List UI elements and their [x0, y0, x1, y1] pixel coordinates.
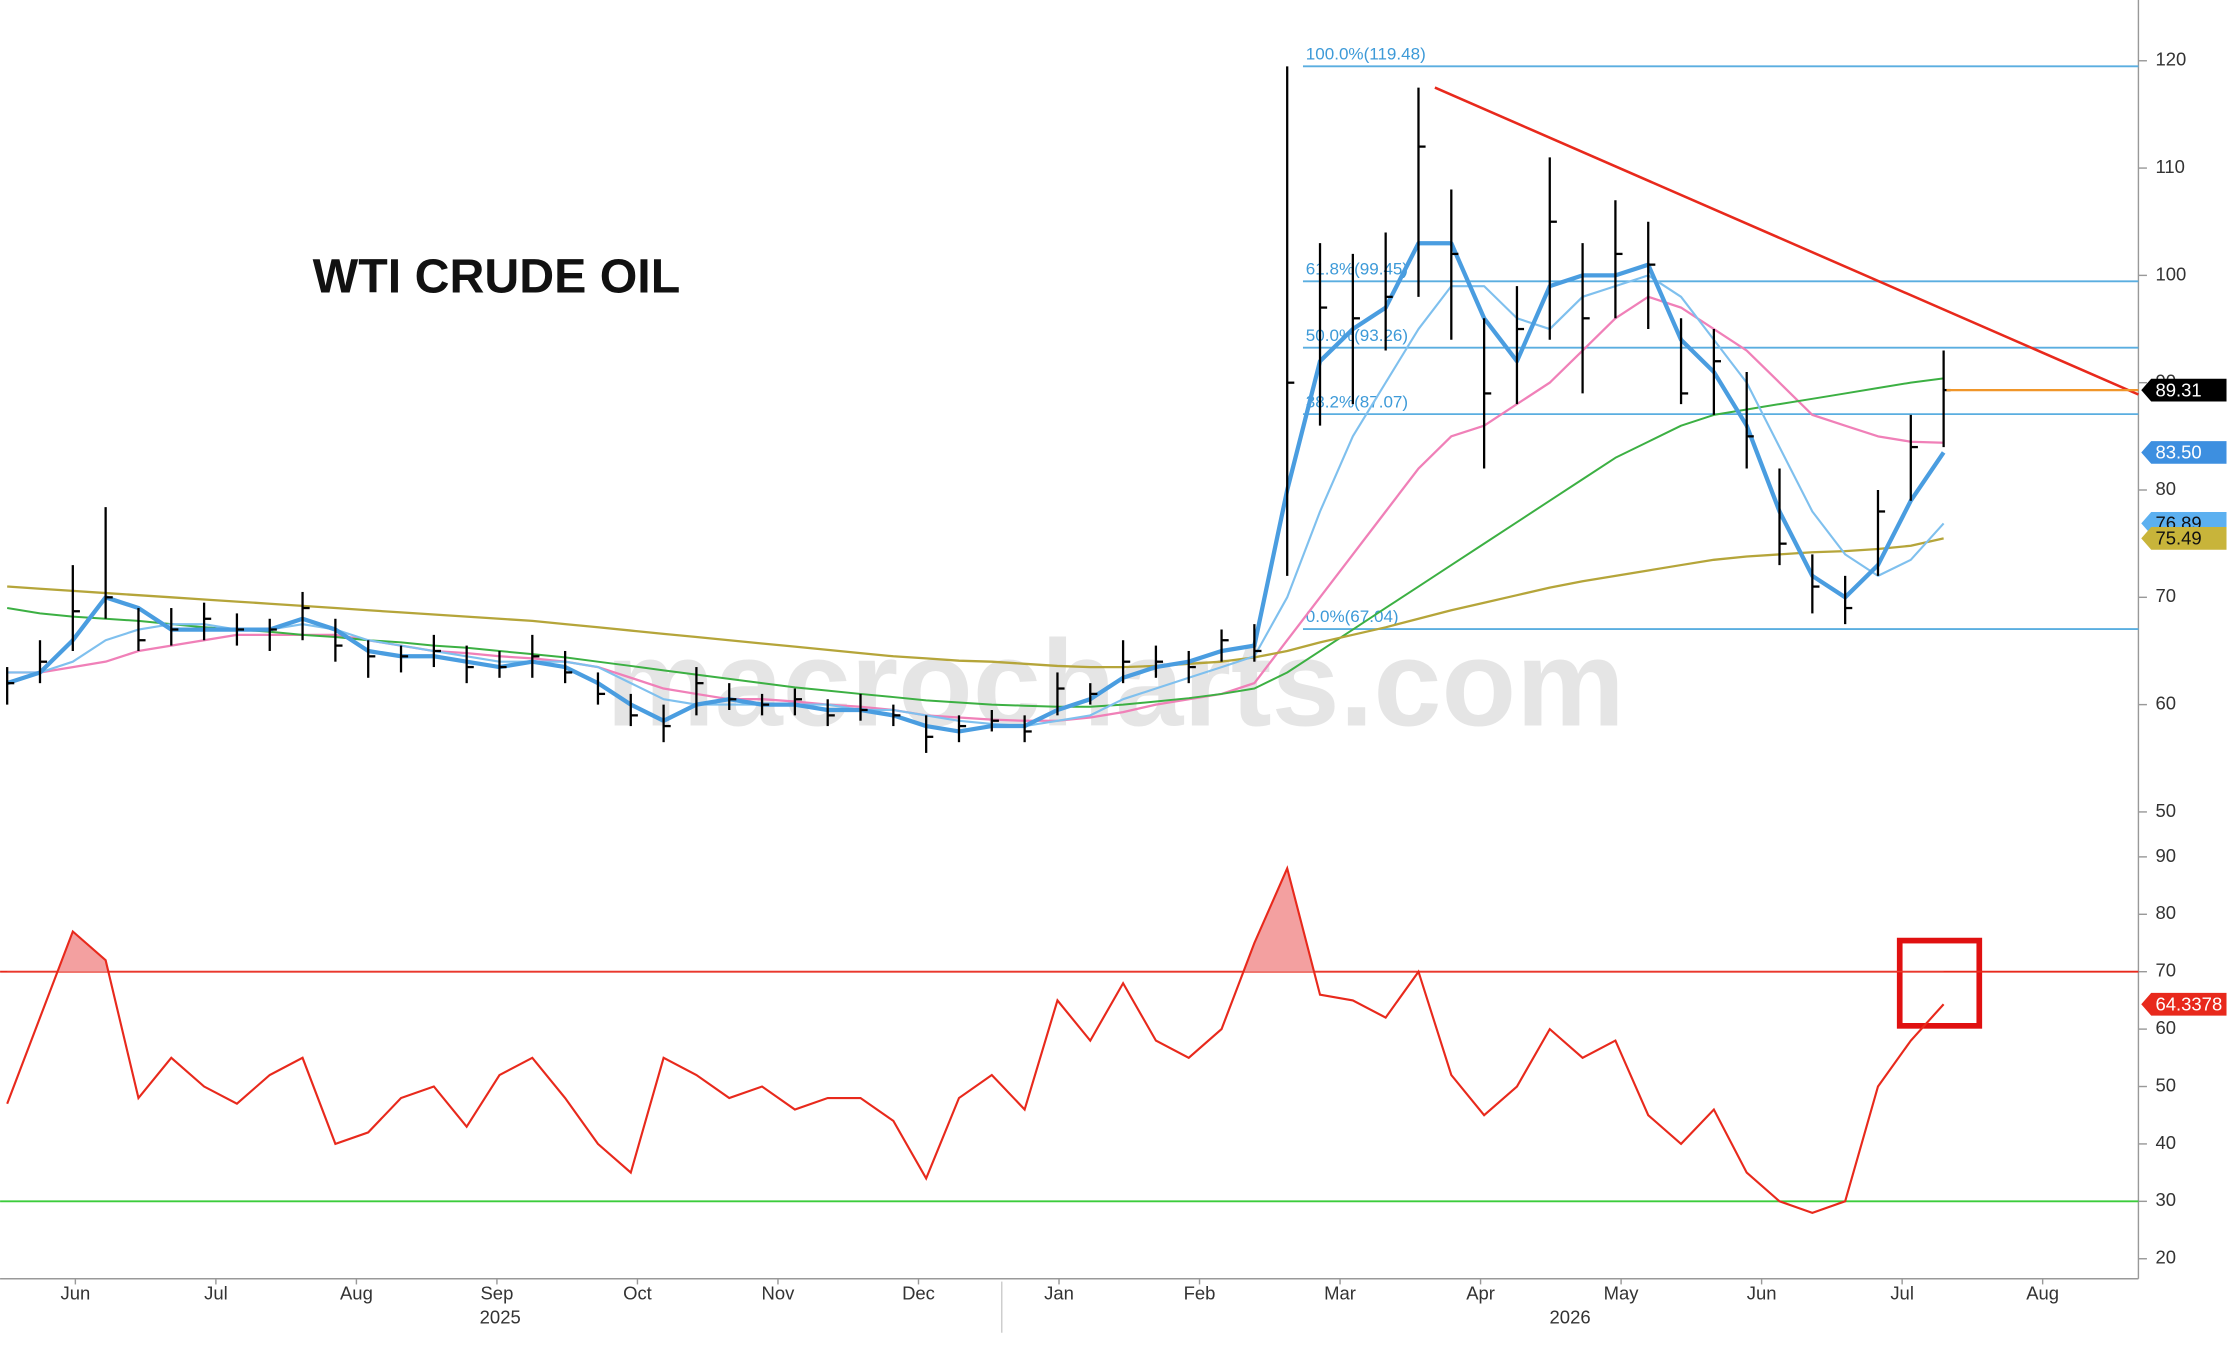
fib-label: 38.2%(87.07) [1306, 392, 1408, 411]
x-tick-label: Dec [902, 1282, 935, 1303]
x-tick-label: Apr [1466, 1282, 1495, 1303]
year-label: 2025 [480, 1306, 521, 1327]
x-tick-label: Oct [623, 1282, 652, 1303]
value-tag-label: 64.3378 [2155, 993, 2222, 1014]
fib-label: 100.0%(119.48) [1306, 44, 1426, 63]
x-tick-label: Jun [60, 1282, 90, 1303]
fib-label: 61.8%(99.45) [1306, 259, 1408, 278]
x-tick-label: Jun [1747, 1282, 1777, 1303]
moving-average [6, 241, 1946, 734]
moving-average [7, 377, 1944, 708]
x-tick-label: Aug [340, 1282, 373, 1303]
x-tick-label: Jan [1044, 1282, 1074, 1303]
value-tag-label: 75.49 [2155, 528, 2201, 549]
value-tag-label: 83.50 [2155, 442, 2201, 463]
y-tick-label: 70 [2155, 960, 2176, 981]
x-tick-label: Sep [480, 1282, 513, 1303]
value-tag [2141, 992, 2227, 1016]
y-tick-label: 40 [2155, 1132, 2176, 1153]
x-tick-label: Jul [204, 1282, 228, 1303]
value-tag-label: 89.31 [2155, 379, 2201, 400]
y-tick-label: 70 [2155, 585, 2176, 606]
y-tick-label: 100 [2155, 263, 2186, 284]
y-tick-label: 60 [2155, 1017, 2176, 1038]
y-tick-label: 60 [2155, 692, 2176, 713]
x-tick-label: Aug [2026, 1282, 2059, 1303]
x-tick-label: Jul [1890, 1282, 1914, 1303]
trendline [1434, 86, 2139, 396]
value-tag [2141, 378, 2227, 402]
y-tick-label: 30 [2155, 1189, 2176, 1210]
y-tick-label: 50 [2155, 800, 2176, 821]
x-tick-label: May [1604, 1282, 1640, 1303]
moving-average [7, 537, 1944, 669]
x-tick-label: Nov [762, 1282, 796, 1303]
overbought-area [57, 868, 1315, 972]
moving-average [7, 295, 1944, 722]
value-tag [2141, 441, 2227, 464]
y-tick-label: 80 [2155, 902, 2176, 923]
year-label: 2026 [1550, 1306, 1591, 1327]
y-tick-label: 50 [2155, 1074, 2176, 1095]
y-tick-label: 110 [2155, 156, 2184, 177]
fib-label: 0.0%(67.04) [1306, 607, 1399, 626]
chart-title: WTI CRUDE OIL [313, 250, 681, 304]
x-tick-label: Mar [1324, 1282, 1356, 1303]
fib-label: 50.0%(93.26) [1306, 326, 1408, 345]
y-tick-label: 80 [2155, 478, 2176, 499]
value-tag [2141, 527, 2227, 550]
y-tick-label: 20 [2155, 1247, 2176, 1268]
x-tick-label: Feb [1184, 1282, 1216, 1303]
highlight-box [1896, 937, 1983, 1029]
y-tick-label: 90 [2155, 845, 2176, 866]
y-tick-label: 120 [2155, 49, 2186, 70]
rsi-line [6, 865, 1945, 1214]
